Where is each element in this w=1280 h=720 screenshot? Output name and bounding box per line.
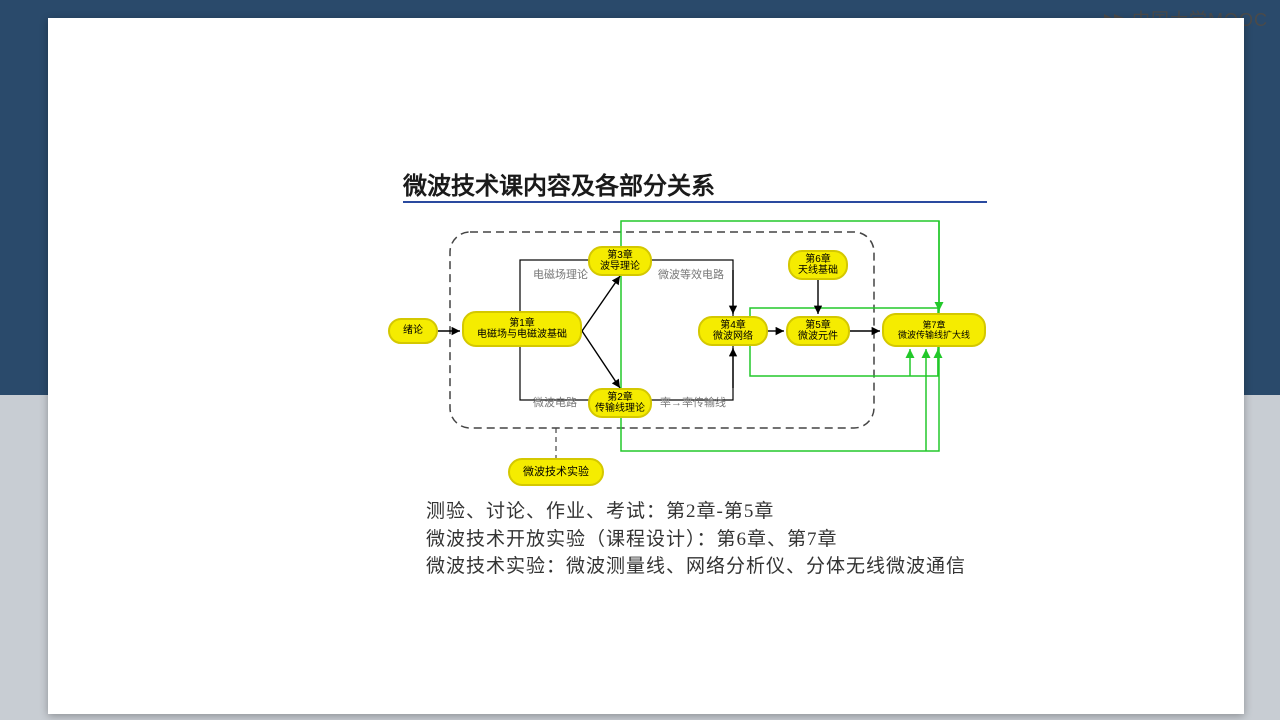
notes-block: 测验、讨论、作业、考试：第2章-第5章微波技术开放实验（课程设计）：第6章、第7… — [426, 498, 966, 581]
note-line: 测验、讨论、作业、考试：第2章-第5章 — [426, 498, 966, 526]
flowchart: 绪论第1章电磁场与电磁波基础 第3章波导理论第2章传输线理论 第4章微波网络第5章微… — [388, 218, 998, 498]
node-lab: 微波技术实验 — [508, 458, 604, 486]
slide: 微波技术课内容及各部分关系 绪论第1章电磁场与电磁波基础 第3章波导理论第2章传输… — [48, 18, 1244, 714]
flow-label: 微波电路 — [533, 394, 577, 410]
node-ch3: 第3章波导理论 — [588, 246, 652, 276]
slide-title: 微波技术课内容及各部分关系 — [403, 166, 715, 201]
node-intro: 绪论 — [388, 318, 438, 344]
title-underline — [403, 201, 987, 203]
node-ch1: 第1章电磁场与电磁波基础 — [462, 311, 582, 347]
flow-label: 微波等效电路 — [658, 266, 724, 282]
node-ch5: 第5章微波元件 — [786, 316, 850, 346]
flowchart-lines — [388, 218, 998, 498]
node-ch4: 第4章微波网络 — [698, 316, 768, 346]
note-line: 微波技术开放实验（课程设计）：第6章、第7章 — [426, 526, 966, 554]
node-ch6: 第6章天线基础 — [788, 250, 848, 280]
node-ch7: 第7章微波传输线扩大线 — [882, 313, 986, 347]
flow-label: 电磁场理论 — [533, 266, 588, 282]
flow-label: 率→率传输线 — [660, 394, 726, 410]
node-ch2: 第2章传输线理论 — [588, 388, 652, 418]
note-line: 微波技术实验：微波测量线、网络分析仪、分体无线微波通信 — [426, 553, 966, 581]
